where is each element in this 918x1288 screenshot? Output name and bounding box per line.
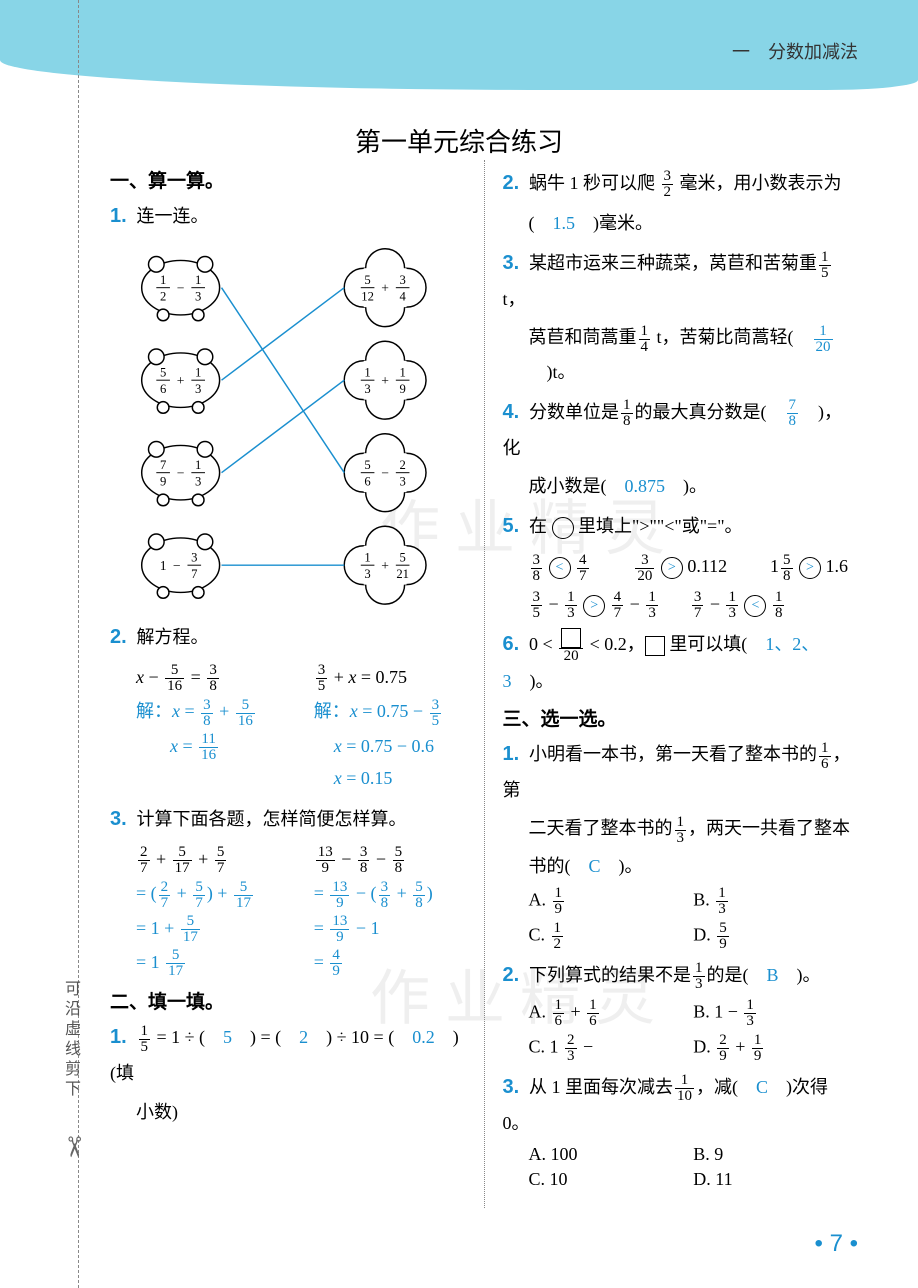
q3c2-l1: = 139 − (38 + 58): [314, 878, 466, 910]
q3c1-l3: = 1 517: [136, 947, 288, 979]
eq2-s2: x = 0.75 − 0.6: [334, 731, 466, 762]
q1-text: 连一连。: [137, 206, 209, 226]
svg-text:−: −: [177, 281, 185, 296]
svg-text:1: 1: [160, 273, 166, 287]
svg-text:5: 5: [364, 273, 370, 287]
svg-text:7: 7: [191, 567, 197, 581]
q3c2-l3: = 49: [314, 947, 466, 979]
q3c2-l0: 139 − 38 − 58: [314, 844, 466, 876]
q2-3: 3. 某超市运来三种蔬菜，莴苣和苦菊重15 t，: [503, 244, 859, 316]
q2-6: 6. 0 < 20 < 0.2， 里可以填( 1、2、3 )。: [503, 625, 859, 698]
page-number: • 7 •: [814, 1230, 858, 1258]
section-3-head: 三、选一选。: [503, 704, 859, 731]
svg-text:+: +: [381, 281, 389, 296]
svg-text:−: −: [173, 558, 181, 573]
svg-text:1: 1: [364, 365, 370, 379]
q2-5-row2: 35 − 13 > 47 − 13 37 − 13 < 18: [529, 587, 859, 621]
svg-text:+: +: [177, 373, 185, 388]
q3-1-line2: 二天看了整本书的13，两天一共看了整本: [529, 811, 859, 845]
section-2-head: 二、填一填。: [110, 987, 466, 1014]
svg-text:1: 1: [399, 365, 405, 379]
q2: 2. 解方程。: [110, 618, 466, 656]
q2-5: 5. 在 里填上">""<"或"="。: [503, 507, 859, 545]
eq1-s1: 解：x = 38 + 516: [136, 696, 288, 728]
q2-equations: x − 516 = 38 解：x = 38 + 516 x = 1116 35 …: [110, 660, 466, 796]
svg-text:−: −: [381, 466, 389, 481]
q2-1: 1. 15 = 1 ÷ ( 5 ) = ( 2 ) ÷ 10 = ( 0.2 )…: [110, 1018, 466, 1090]
q2-2: 2. 蜗牛 1 秒可以爬 32 毫米，用小数表示为: [503, 164, 859, 202]
q1-num: 1.: [110, 197, 132, 235]
chapter-label: 一 分数加减法: [732, 38, 858, 64]
svg-text:1: 1: [195, 273, 201, 287]
q3c2-l2: = 139 − 1: [314, 913, 466, 945]
q3-1-opts: A. 19 B. 13 C. 12 D. 59: [529, 886, 859, 952]
svg-text:6: 6: [160, 382, 166, 396]
svg-text:3: 3: [195, 474, 201, 488]
q2-1-tail: 小数): [136, 1095, 466, 1129]
svg-text:5: 5: [364, 458, 370, 472]
q2-5-row1: 38 < 47 320 > 0.112 158 > 1.6: [529, 549, 849, 583]
svg-text:3: 3: [195, 289, 201, 303]
svg-text:+: +: [381, 373, 389, 388]
eq1: x − 516 = 38: [136, 662, 288, 694]
q3-calc: 27 + 517 + 57 = (27 + 57) + 517 = 1 + 51…: [110, 842, 466, 982]
svg-text:2: 2: [399, 458, 405, 472]
svg-text:7: 7: [160, 458, 166, 472]
q1-diagram: 1 2−1 3 5 6+1 3 7 9−1: [110, 239, 466, 609]
cut-note: 可沿虚线剪下: [58, 980, 82, 1100]
svg-text:3: 3: [364, 567, 370, 581]
q3-1-line3: 书的( C )。: [529, 849, 859, 883]
svg-text:6: 6: [364, 474, 370, 488]
right-column: 2. 蜗牛 1 秒可以爬 32 毫米，用小数表示为 ( 1.5 )毫米。 3. …: [485, 160, 869, 1208]
svg-text:3: 3: [364, 382, 370, 396]
q2-4: 4. 分数单位是18的最大真分数是( 78 )，化: [503, 393, 859, 465]
svg-text:1: 1: [160, 558, 167, 573]
q3-text: 计算下面各题，怎样简便怎样算。: [137, 809, 407, 829]
q3: 3. 计算下面各题，怎样简便怎样算。: [110, 800, 466, 838]
q3-3-opts: A. 100 B. 9 C. 10 D. 11: [529, 1144, 859, 1190]
q2-2-line2: ( 1.5 )毫米。: [529, 206, 859, 240]
svg-text:−: −: [177, 466, 185, 481]
svg-text:2: 2: [160, 289, 166, 303]
q2-4-line2: 成小数是( 0.875 )。: [529, 469, 859, 503]
svg-text:21: 21: [396, 567, 409, 581]
content: 一、算一算。 1. 连一连。 1 2−1 3 5 6+1: [100, 160, 868, 1208]
eq2-s1: 解：x = 0.75 − 35: [314, 696, 466, 728]
svg-text:1: 1: [195, 365, 201, 379]
svg-text:9: 9: [160, 474, 166, 488]
q3c1-l1: = (27 + 57) + 517: [136, 878, 288, 910]
section-1-head: 一、算一算。: [110, 166, 466, 193]
svg-text:1: 1: [195, 458, 201, 472]
q1: 1. 连一连。: [110, 197, 466, 235]
q3c1-l0: 27 + 517 + 57: [136, 844, 288, 876]
svg-text:9: 9: [399, 382, 405, 396]
svg-text:4: 4: [399, 289, 406, 303]
page-title: 第一单元综合练习: [0, 122, 918, 159]
svg-text:3: 3: [399, 273, 405, 287]
svg-text:3: 3: [195, 382, 201, 396]
q2-num: 2.: [110, 618, 132, 656]
q2-text: 解方程。: [137, 627, 209, 647]
q2-3-line2: 莴苣和茼蒿重14 t，苦菊比茼蒿轻( 120 )t。: [529, 320, 859, 389]
q3-2: 2. 下列算式的结果不是13的是( B )。: [503, 956, 859, 994]
q3-num: 3.: [110, 800, 132, 838]
q3c1-l2: = 1 + 517: [136, 913, 288, 945]
q3-1: 1. 小明看一本书，第一天看了整本书的16，第: [503, 735, 859, 807]
eq2-s3: x = 0.15: [334, 763, 466, 794]
svg-text:5: 5: [399, 550, 405, 564]
svg-text:12: 12: [361, 289, 374, 303]
svg-text:5: 5: [160, 365, 166, 379]
scissors-icon: ✂: [57, 1135, 91, 1158]
svg-text:+: +: [381, 558, 389, 573]
eq1-s2: x = 1116: [170, 731, 288, 763]
svg-text:1: 1: [364, 550, 370, 564]
svg-text:3: 3: [399, 474, 405, 488]
left-column: 一、算一算。 1. 连一连。 1 2−1 3 5 6+1: [100, 160, 484, 1208]
svg-text:3: 3: [191, 550, 197, 564]
eq2: 35 + x = 0.75: [314, 662, 466, 694]
q3-2-opts: A. 16 + 16 B. 1 − 13 C. 1 23 − D. 29 + 1…: [529, 998, 859, 1064]
q3-3: 3. 从 1 里面每次减去110，减( C )次得 0。: [503, 1068, 859, 1140]
